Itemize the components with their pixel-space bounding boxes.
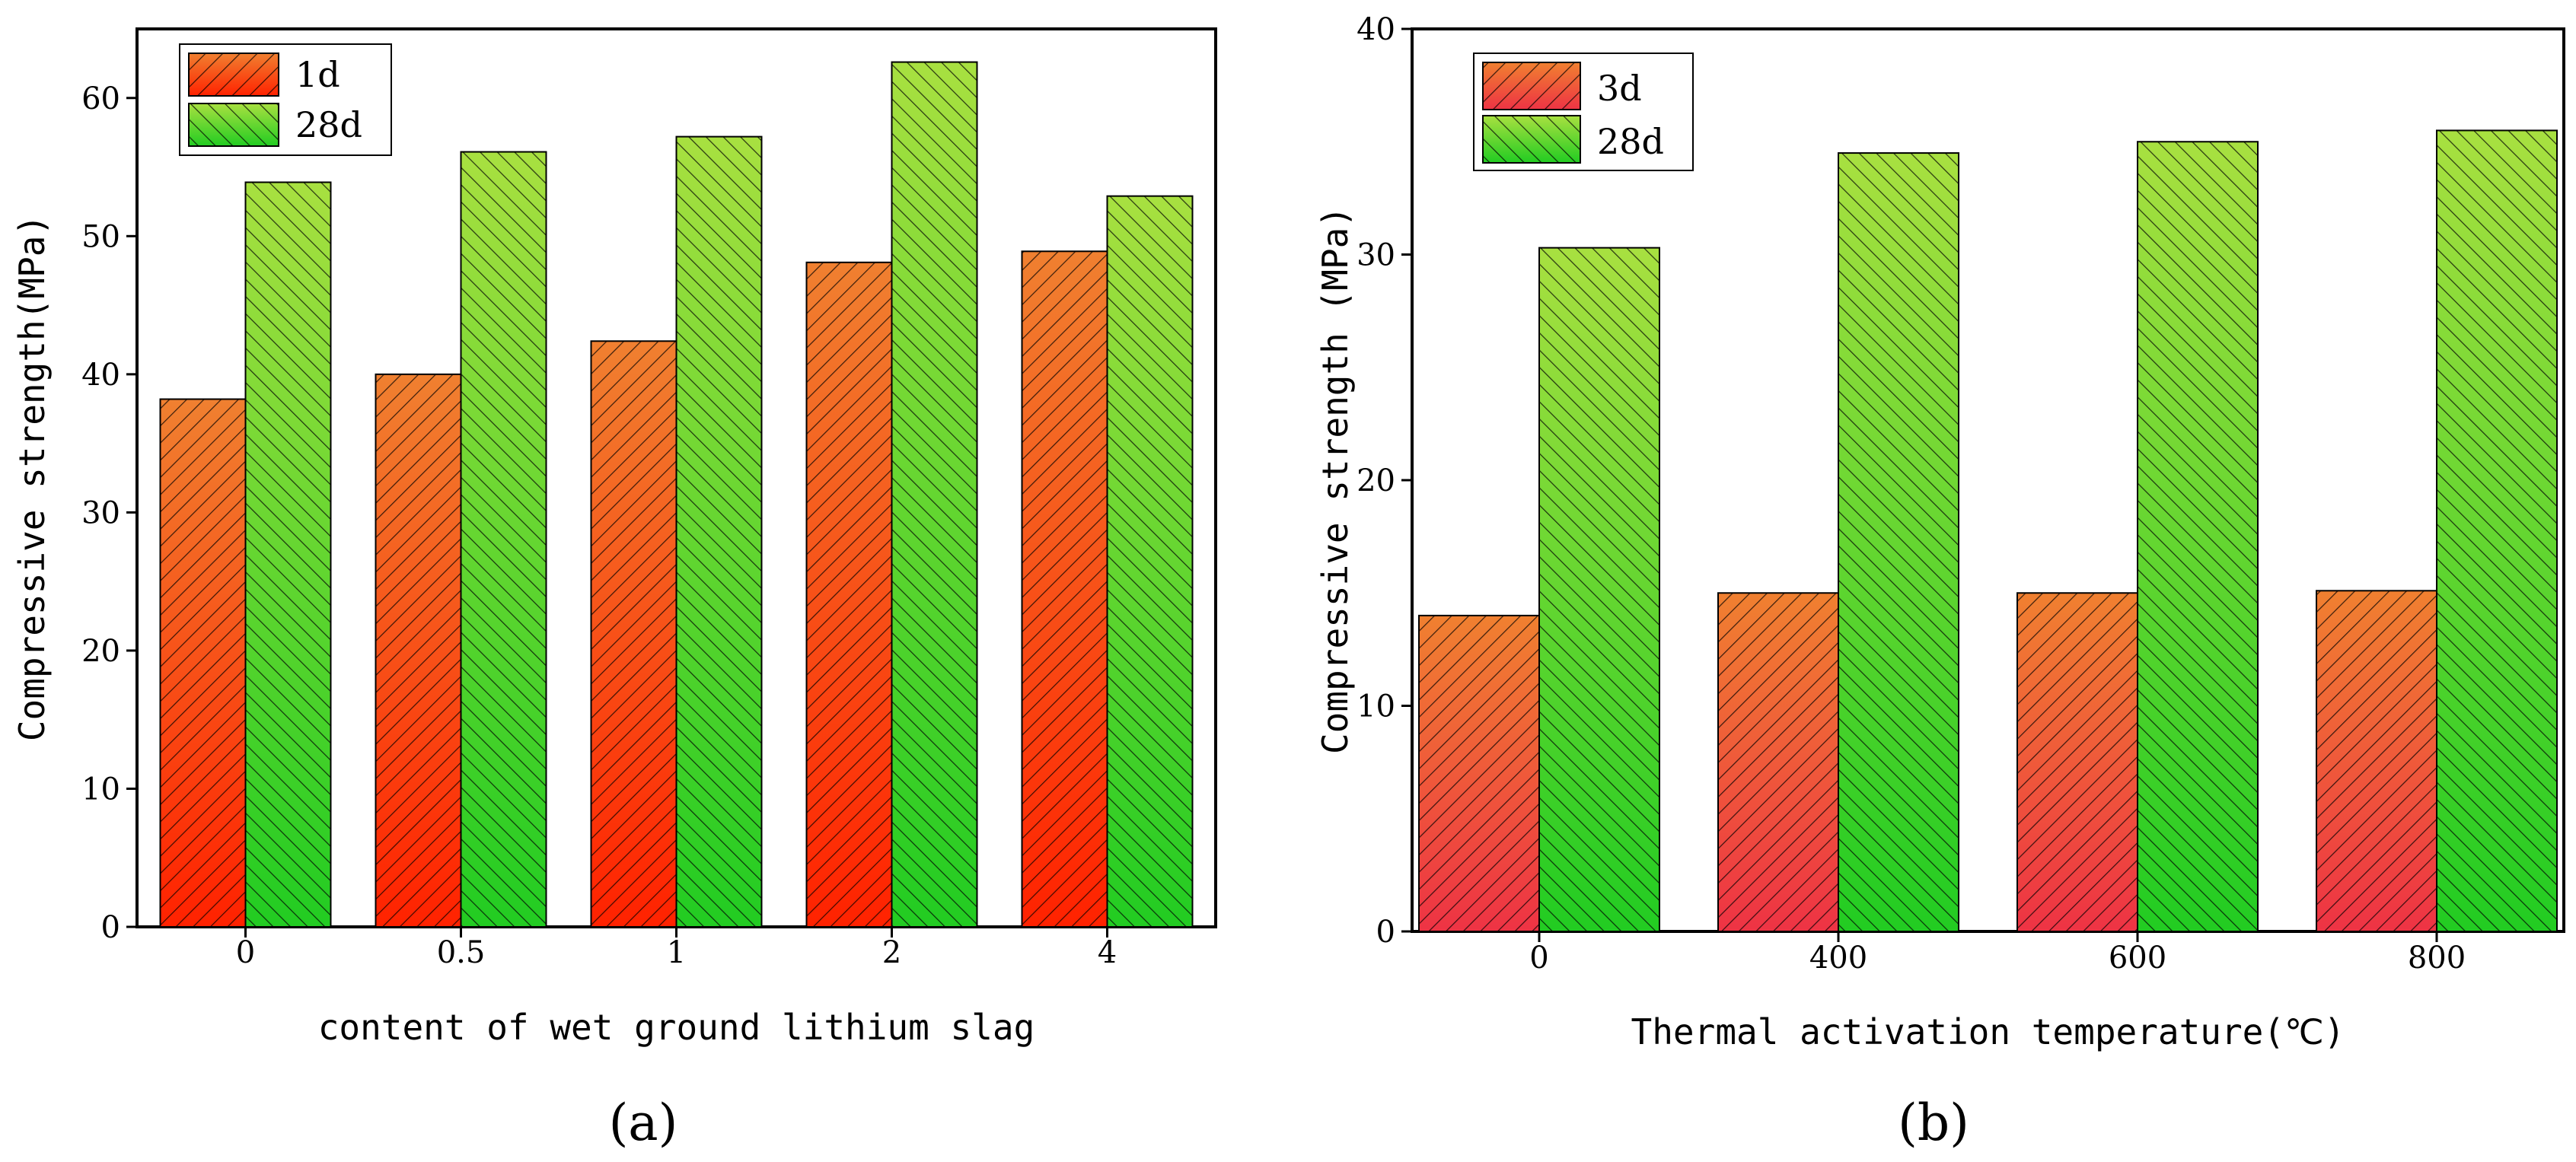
- y-tick-label: 40: [1357, 12, 1395, 47]
- x-tick-label: 0: [236, 935, 255, 970]
- bar-1d: [375, 373, 462, 928]
- bar-3d: [1717, 592, 1839, 932]
- bar-1d: [1021, 250, 1108, 928]
- x-axis-title: content of wet ground lithium slag: [318, 1007, 1035, 1048]
- bar-28d: [1538, 247, 1660, 933]
- caption-b: (b): [1898, 1094, 1969, 1152]
- legend-swatch-1d: [188, 53, 279, 97]
- bar-28d: [1106, 195, 1194, 928]
- y-tick-label: 40: [81, 358, 120, 393]
- y-tick-label: 20: [81, 634, 120, 669]
- x-axis-title: Thermal activation temperature(℃): [1631, 1011, 2345, 1052]
- legend-label-28d: 28d: [1597, 121, 1664, 162]
- bar-28d: [675, 135, 763, 928]
- x-tick-label: 4: [1098, 935, 1117, 970]
- bar-1d: [590, 340, 677, 928]
- x-tick-label: 800: [2408, 941, 2466, 976]
- x-tick-label: 400: [1809, 941, 1867, 976]
- x-tick-label: 1: [667, 935, 686, 970]
- bar-1d: [805, 261, 893, 928]
- y-tick-label: 20: [1357, 463, 1395, 498]
- bar-28d: [244, 181, 332, 928]
- bar-28d: [460, 151, 547, 928]
- chart-panel-a: 0 10 20 30 40 50 60 0 0.5 1 2 4 content of wet groun…: [11, 27, 1217, 1048]
- legend-swatch-28d: [1482, 115, 1581, 164]
- y-tick-label: 30: [81, 495, 120, 530]
- bar-28d: [2436, 129, 2558, 932]
- bar-28d: [2137, 141, 2259, 932]
- y-tick-label: 60: [81, 81, 120, 116]
- legend-label-1d: 1d: [295, 54, 340, 95]
- caption-a: (a): [609, 1094, 678, 1152]
- y-tick-label: 0: [1376, 915, 1395, 950]
- y-axis-title: Compressive strength (MPa): [1315, 206, 1356, 754]
- y-tick-label: 10: [1357, 689, 1395, 724]
- legend-swatch-3d: [1482, 62, 1581, 110]
- y-tick-label: 50: [81, 219, 120, 254]
- legend-label-3d: 3d: [1597, 68, 1642, 109]
- bar-3d: [2016, 592, 2138, 932]
- y-axis-title: Compressive strength(MPa): [11, 215, 53, 741]
- legend-swatch-28d: [188, 103, 279, 147]
- bar-28d: [891, 61, 978, 928]
- bar-3d: [2316, 590, 2437, 932]
- y-tick-label: 0: [101, 910, 120, 945]
- legend-label-28d: 28d: [295, 104, 362, 145]
- x-tick-label: 2: [882, 935, 901, 970]
- x-tick-label: 0.5: [437, 935, 486, 970]
- y-tick-label: 30: [1357, 238, 1395, 273]
- bar-3d: [1418, 614, 1540, 933]
- bar-1d: [159, 398, 247, 928]
- x-tick-label: 600: [2109, 941, 2166, 976]
- y-tick-label: 10: [81, 772, 120, 807]
- bar-28d: [1838, 152, 1959, 932]
- x-tick-label: 0: [1529, 941, 1548, 976]
